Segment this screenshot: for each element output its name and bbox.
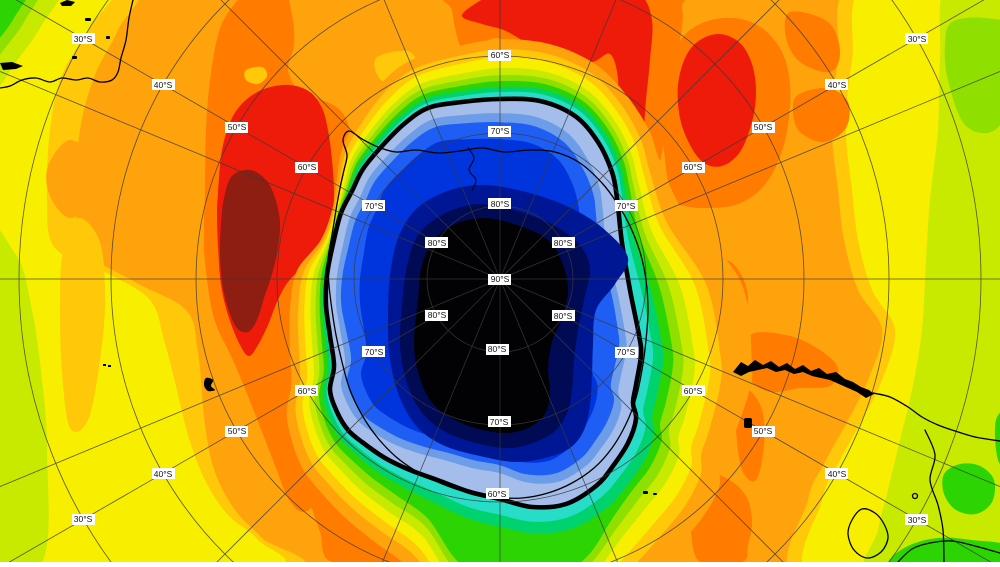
- svg-text:30°S: 30°S: [908, 515, 927, 525]
- svg-text:60°S: 60°S: [298, 386, 317, 396]
- svg-text:80°S: 80°S: [554, 311, 573, 321]
- svg-text:60°S: 60°S: [298, 162, 317, 172]
- svg-text:70°S: 70°S: [490, 417, 509, 427]
- svg-text:60°S: 60°S: [491, 50, 510, 60]
- svg-text:50°S: 50°S: [228, 426, 247, 436]
- svg-text:60°S: 60°S: [684, 162, 703, 172]
- svg-text:80°S: 80°S: [491, 199, 510, 209]
- svg-text:40°S: 40°S: [828, 469, 847, 479]
- svg-text:80°S: 80°S: [428, 310, 447, 320]
- svg-text:70°S: 70°S: [617, 347, 636, 357]
- svg-text:70°S: 70°S: [365, 347, 384, 357]
- svg-text:70°S: 70°S: [365, 201, 384, 211]
- svg-text:40°S: 40°S: [154, 80, 173, 90]
- svg-text:50°S: 50°S: [754, 122, 773, 132]
- svg-text:30°S: 30°S: [74, 514, 93, 524]
- svg-text:60°S: 60°S: [488, 489, 507, 499]
- svg-text:50°S: 50°S: [228, 122, 247, 132]
- svg-text:30°S: 30°S: [74, 34, 93, 44]
- svg-text:70°S: 70°S: [491, 126, 510, 136]
- svg-text:90°S: 90°S: [491, 274, 510, 284]
- svg-text:40°S: 40°S: [154, 469, 173, 479]
- svg-text:60°S: 60°S: [684, 386, 703, 396]
- svg-text:80°S: 80°S: [554, 238, 573, 248]
- svg-text:40°S: 40°S: [828, 80, 847, 90]
- svg-text:70°S: 70°S: [617, 201, 636, 211]
- svg-text:30°S: 30°S: [908, 34, 927, 44]
- svg-text:80°S: 80°S: [488, 344, 507, 354]
- svg-text:80°S: 80°S: [428, 238, 447, 248]
- svg-text:50°S: 50°S: [754, 426, 773, 436]
